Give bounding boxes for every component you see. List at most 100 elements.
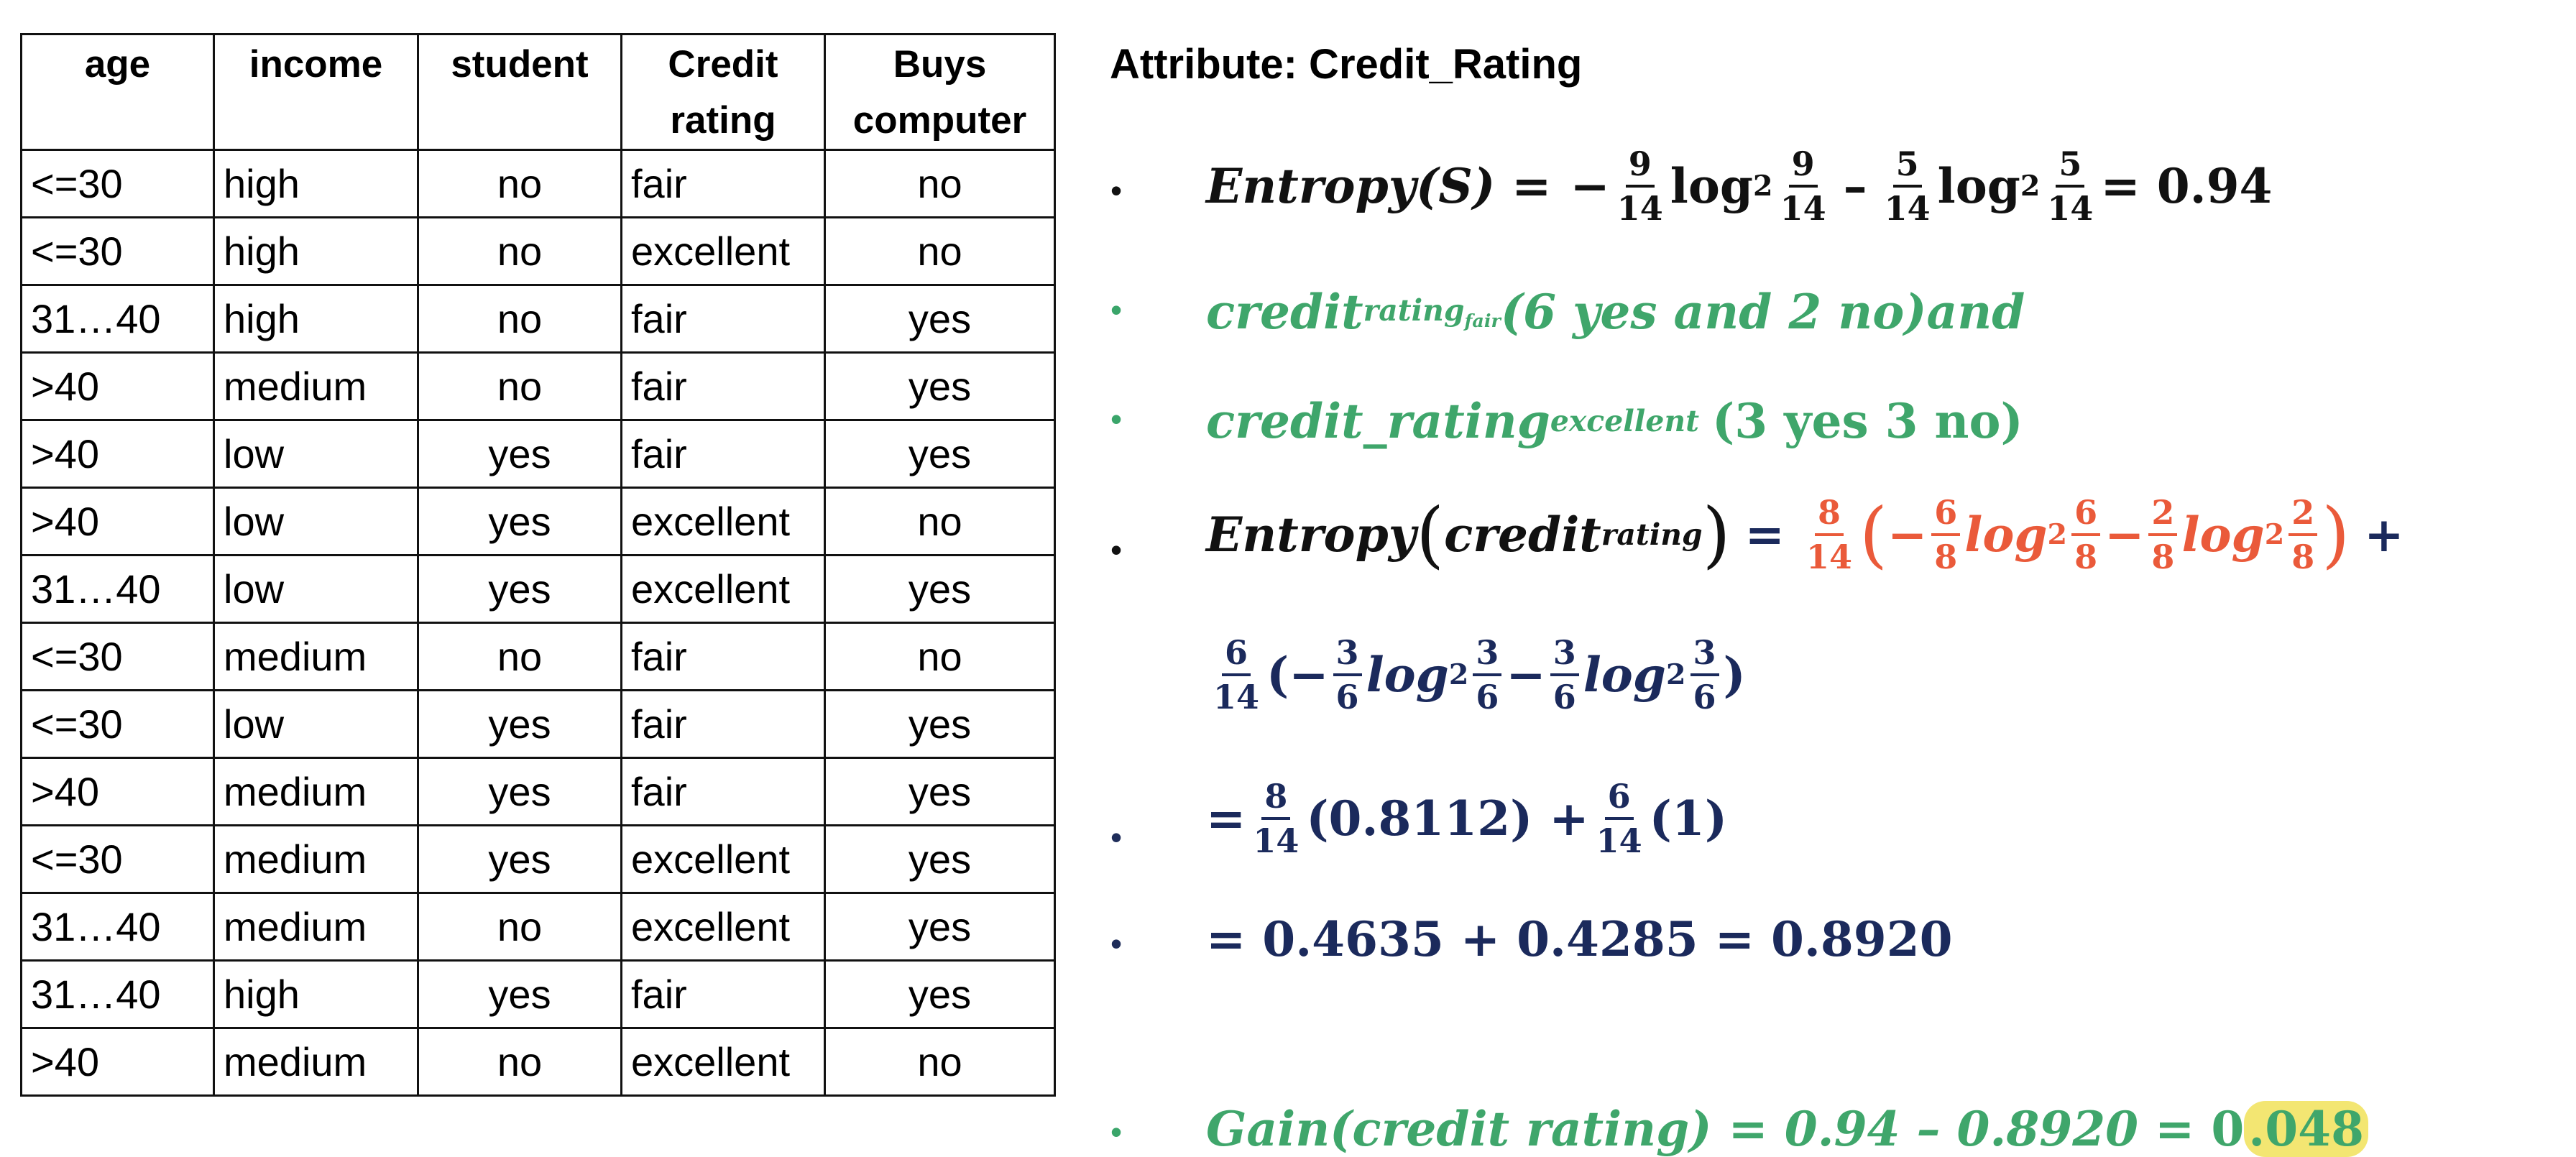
cell-student: yes: [417, 554, 622, 624]
header-student: student: [417, 33, 622, 151]
cell-student: no: [417, 351, 622, 421]
cell-student: no: [417, 284, 622, 354]
cell-buys-computer: yes: [824, 554, 1056, 624]
entropy-s-minus: −: [1570, 158, 1610, 214]
cell-age: <=30: [20, 216, 215, 286]
entropy-result-line: = 0.4635 + 0.4285 = 0.8920: [1206, 911, 1953, 967]
cell-credit-rating: excellent: [620, 554, 826, 624]
table-row: <=30 medium yes excellent yes: [20, 824, 1056, 894]
cell-income: medium: [213, 351, 419, 421]
bullet-6: •: [1110, 925, 1123, 962]
cell-credit-rating: excellent: [620, 216, 826, 286]
cell-student: no: [417, 622, 622, 691]
log-term: log: [1670, 158, 1754, 214]
weighted-sum-line: = 8 14 (0.8112) + 6 14 (1): [1206, 777, 1728, 860]
cell-income: medium: [213, 824, 419, 894]
bullet-4: •: [1110, 531, 1123, 568]
cell-credit-rating: fair: [620, 419, 826, 489]
table-header-row: age income student Credit rating Buys co…: [20, 33, 1056, 151]
cell-buys-computer: no: [824, 1027, 1056, 1097]
cell-credit-rating: fair: [620, 351, 826, 421]
data-table: age income student Credit rating Buys co…: [20, 33, 1056, 1097]
cell-age: <=30: [20, 149, 215, 218]
cell-age: >40: [20, 351, 215, 421]
cell-buys-computer: no: [824, 622, 1056, 691]
cell-buys-computer: yes: [824, 959, 1056, 1029]
fraction: 9 14: [1780, 144, 1826, 228]
cell-buys-computer: no: [824, 216, 1056, 286]
log-term: log: [1937, 158, 2020, 214]
cell-age: <=30: [20, 824, 215, 894]
cell-age: <=30: [20, 622, 215, 691]
entropy-s-line: Entropy(S) = − 9 14 log 2 9 14 – 5 14 log 2 5…: [1206, 144, 2273, 228]
table-row: 31…40 medium no excellent yes: [20, 892, 1056, 962]
cell-age: 31…40: [20, 892, 215, 962]
cell-income: medium: [213, 1027, 419, 1097]
cell-age: >40: [20, 487, 215, 556]
table-row: <=30 high no excellent no: [20, 216, 1056, 286]
cell-student: yes: [417, 689, 622, 759]
cell-age: 31…40: [20, 284, 215, 354]
cell-student: yes: [417, 824, 622, 894]
cell-credit-rating: fair: [620, 689, 826, 759]
fraction: 8 14: [1253, 777, 1300, 860]
bullet-5: •: [1110, 819, 1123, 856]
cell-buys-computer: no: [824, 487, 1056, 556]
fraction: 6 14: [1213, 633, 1260, 716]
entropy-s-result: = 0.94: [2100, 158, 2273, 214]
cell-income: medium: [213, 892, 419, 962]
cell-credit-rating: fair: [620, 284, 826, 354]
cell-buys-computer: yes: [824, 284, 1056, 354]
header-credit-rating: Credit rating: [620, 33, 826, 151]
cell-credit-rating: fair: [620, 959, 826, 1029]
table-row: 31…40 high yes fair yes: [20, 959, 1056, 1029]
header-age: age: [20, 33, 215, 151]
cell-credit-rating: excellent: [620, 824, 826, 894]
bullet-7: •: [1110, 1113, 1123, 1151]
fraction: 9 14: [1616, 144, 1663, 228]
cell-income: low: [213, 487, 419, 556]
cell-buys-computer: yes: [824, 757, 1056, 826]
table-body: <=30 high no fair no <=30 high no excellent no 31……: [20, 149, 1056, 1097]
attribute-heading: Attribute: Credit_Rating: [1110, 41, 1583, 88]
cell-student: yes: [417, 959, 622, 1029]
header-income: income: [213, 33, 419, 151]
fraction: 5 14: [2047, 144, 2094, 228]
cell-income: low: [213, 554, 419, 624]
table-row: <=30 low yes fair yes: [20, 689, 1056, 759]
table-row: >40 low yes fair yes: [20, 419, 1056, 489]
cell-credit-rating: excellent: [620, 892, 826, 962]
cell-income: high: [213, 959, 419, 1029]
gain-result-highlight: .048: [2244, 1101, 2368, 1157]
cell-student: no: [417, 1027, 622, 1097]
bullet-3: •: [1110, 400, 1123, 438]
cell-buys-computer: yes: [824, 892, 1056, 962]
excellent-counts: (3 yes 3 no): [1711, 393, 2023, 449]
cell-age: 31…40: [20, 554, 215, 624]
cell-age: >40: [20, 1027, 215, 1097]
cell-income: low: [213, 689, 419, 759]
cell-credit-rating: excellent: [620, 487, 826, 556]
cell-credit-rating: fair: [620, 757, 826, 826]
cell-age: >40: [20, 757, 215, 826]
table-row: 31…40 high no fair yes: [20, 284, 1056, 354]
cell-credit-rating: fair: [620, 149, 826, 218]
gain-result-a: 0: [2211, 1101, 2245, 1157]
table-row: >40 medium yes fair yes: [20, 757, 1056, 826]
credit-rating-fair-line: credit ratingfair (6 yes and 2 no)and: [1206, 284, 2025, 340]
table-row: 31…40 low yes excellent yes: [20, 554, 1056, 624]
cell-income: medium: [213, 622, 419, 691]
cell-student: no: [417, 892, 622, 962]
cell-age: <=30: [20, 689, 215, 759]
fair-counts: (6 yes and 2 no)and: [1500, 284, 2025, 340]
credit-rating-excellent-line: credit_rating excellent (3 yes 3 no): [1206, 393, 2023, 449]
entropy-s-lhs: Entropy(S) =: [1206, 158, 1552, 214]
